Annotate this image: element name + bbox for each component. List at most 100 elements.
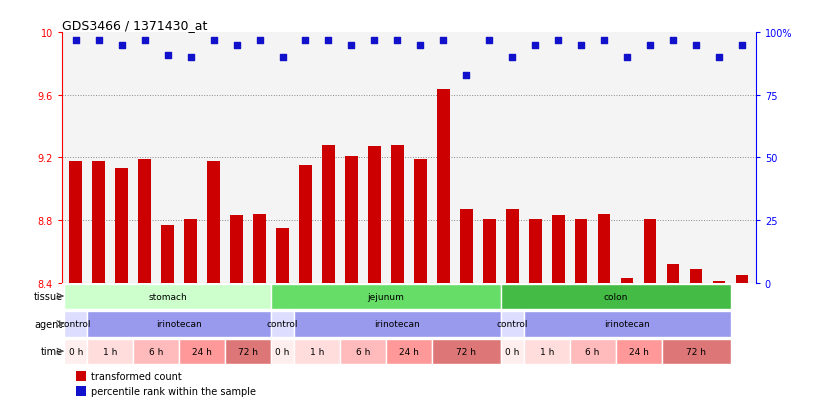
Text: transformed count: transformed count	[91, 371, 182, 381]
Bar	[76, 386, 86, 396]
Point	[460, 72, 473, 79]
Point	[184, 55, 197, 62]
Text: 24 h: 24 h	[399, 347, 419, 356]
Bar	[161, 225, 174, 283]
Text: 24 h: 24 h	[192, 347, 212, 356]
Bar	[271, 284, 501, 309]
Bar	[64, 339, 88, 365]
Text: 6 h: 6 h	[586, 347, 600, 356]
Text: control: control	[267, 319, 298, 328]
Bar	[179, 339, 225, 365]
Point	[161, 52, 174, 59]
Bar	[138, 160, 151, 283]
Bar	[345, 157, 358, 283]
Text: irinotecan: irinotecan	[605, 319, 650, 328]
Point	[299, 37, 312, 44]
Bar	[64, 284, 271, 309]
Bar	[460, 210, 472, 283]
Bar	[575, 219, 587, 283]
Bar	[69, 161, 82, 283]
Text: 72 h: 72 h	[686, 347, 706, 356]
Bar	[294, 339, 340, 365]
Bar	[598, 214, 610, 283]
Bar	[529, 219, 542, 283]
Text: stomach: stomach	[148, 292, 187, 301]
Bar	[524, 312, 730, 337]
Text: 1 h: 1 h	[310, 347, 324, 356]
Bar	[254, 214, 266, 283]
Bar	[276, 228, 289, 283]
Bar	[414, 160, 427, 283]
Text: irinotecan: irinotecan	[374, 319, 420, 328]
Point	[207, 37, 221, 44]
Bar	[76, 371, 86, 381]
Bar	[501, 339, 524, 365]
Bar	[501, 284, 730, 309]
Text: percentile rank within the sample: percentile rank within the sample	[91, 386, 256, 396]
Point	[230, 42, 243, 49]
Point	[69, 37, 83, 44]
Bar	[615, 339, 662, 365]
Bar	[299, 166, 311, 283]
Text: 6 h: 6 h	[149, 347, 164, 356]
Bar	[340, 339, 386, 365]
Text: 0 h: 0 h	[69, 347, 83, 356]
Bar	[621, 278, 634, 283]
Point	[368, 37, 381, 44]
Text: GDS3466 / 1371430_at: GDS3466 / 1371430_at	[62, 19, 207, 32]
Bar	[225, 339, 271, 365]
Text: 6 h: 6 h	[356, 347, 370, 356]
Bar	[88, 312, 271, 337]
Bar	[271, 339, 294, 365]
Point	[482, 37, 496, 44]
Bar	[662, 339, 730, 365]
Text: irinotecan: irinotecan	[156, 319, 202, 328]
Text: 0 h: 0 h	[505, 347, 520, 356]
Bar	[524, 339, 570, 365]
Text: colon: colon	[604, 292, 628, 301]
Point	[138, 37, 151, 44]
Point	[115, 42, 128, 49]
Bar	[93, 161, 105, 283]
Bar	[667, 264, 680, 283]
Bar	[184, 219, 197, 283]
Bar	[690, 269, 702, 283]
Point	[575, 42, 588, 49]
Point	[597, 37, 610, 44]
Point	[391, 37, 404, 44]
Point	[667, 37, 680, 44]
Text: 1 h: 1 h	[539, 347, 554, 356]
Text: time: time	[40, 347, 63, 356]
Bar	[391, 145, 404, 283]
Bar	[322, 145, 335, 283]
Point	[643, 42, 657, 49]
Bar	[64, 312, 88, 337]
Bar	[437, 89, 449, 283]
Point	[414, 42, 427, 49]
Bar	[230, 216, 243, 283]
Bar	[552, 216, 564, 283]
Point	[552, 37, 565, 44]
Text: 24 h: 24 h	[629, 347, 648, 356]
Bar	[736, 275, 748, 283]
Point	[322, 37, 335, 44]
Bar	[506, 210, 519, 283]
Point	[344, 42, 358, 49]
Point	[506, 55, 519, 62]
Text: 72 h: 72 h	[238, 347, 258, 356]
Bar	[207, 161, 220, 283]
Text: jejunum: jejunum	[368, 292, 405, 301]
Text: tissue: tissue	[33, 291, 63, 301]
Bar	[88, 339, 133, 365]
Text: 0 h: 0 h	[275, 347, 290, 356]
Text: 72 h: 72 h	[456, 347, 477, 356]
Bar	[271, 312, 294, 337]
Bar	[432, 339, 501, 365]
Point	[690, 42, 703, 49]
Point	[93, 37, 106, 44]
Text: agent: agent	[34, 319, 63, 329]
Point	[437, 37, 450, 44]
Point	[620, 55, 634, 62]
Point	[276, 55, 289, 62]
Point	[529, 42, 542, 49]
